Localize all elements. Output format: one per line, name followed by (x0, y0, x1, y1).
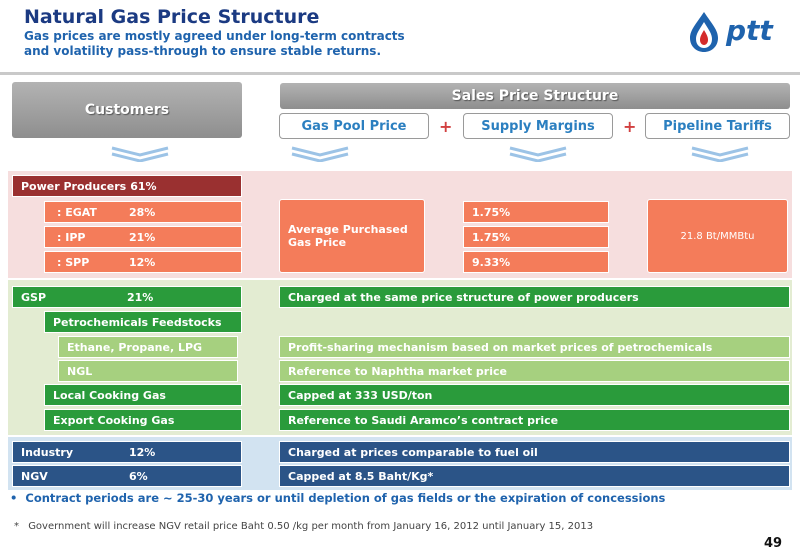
ngl-price: Reference to Naphtha market price (279, 360, 790, 382)
pipeline-tariff-value: 21.8 Bt/MMBtu (647, 199, 788, 273)
ngl: NGL (58, 360, 238, 382)
plus-sign-1: + (439, 117, 453, 136)
ngv-row: NGV 6% (12, 465, 242, 487)
egat-pct: 28% (129, 205, 156, 219)
contract-period-text: Contract periods are ~ 25-30 years or un… (25, 491, 666, 505)
subtitle-line-2: and volatility pass-through to ensure st… (24, 44, 381, 58)
egat-label: : EGAT (57, 205, 97, 219)
average-purchased-gas-price: Average Purchased Gas Price (279, 199, 425, 273)
ipp-row: : IPP 21% (44, 226, 242, 248)
header-divider (0, 72, 800, 75)
industry-pct: 12% (129, 445, 156, 459)
sales-price-structure-header: Sales Price Structure (280, 83, 790, 109)
margin-ipp: 1.75% (463, 226, 609, 248)
supply-margins-header: Supply Margins (463, 113, 613, 139)
margin-spp: 9.33% (463, 251, 609, 273)
ethane-propane-lpg: Ethane, Propane, LPG (58, 336, 238, 358)
page-title: Natural Gas Price Structure (24, 6, 320, 28)
contract-period-bullet: • Contract periods are ~ 25-30 years or … (10, 491, 665, 505)
plus-sign-2: + (623, 117, 637, 136)
ngv-pct: 6% (129, 469, 148, 483)
egat-row: : EGAT 28% (44, 201, 242, 223)
power-producers-label: Power Producers (21, 179, 127, 193)
industry-label: Industry (21, 445, 74, 459)
industry-price: Charged at prices comparable to fuel oil (279, 441, 790, 463)
pipeline-tariffs-header: Pipeline Tariffs (645, 113, 790, 139)
gsp-label: GSP (21, 290, 47, 304)
ngv-label: NGV (21, 469, 48, 483)
spp-pct: 12% (129, 255, 156, 269)
ethane-price: Profit-sharing mechanism based on market… (279, 336, 790, 358)
local-cooking-gas-price: Capped at 333 USD/ton (279, 384, 790, 406)
gsp-price: Charged at the same price structure of p… (279, 286, 790, 308)
page-subtitle: Gas prices are mostly agreed under long-… (24, 29, 405, 59)
petrochemicals-feedstocks: Petrochemicals Feedstocks (44, 311, 242, 333)
bullet-icon: • (10, 491, 18, 505)
chevron-down-icon (291, 146, 349, 162)
logo-text: ptt (726, 14, 773, 47)
footnote: * Government will increase NGV retail pr… (14, 521, 593, 532)
chevron-down-icon (691, 146, 749, 162)
gsp-row: GSP 21% (12, 286, 242, 308)
power-producers-pct: 61% (130, 179, 157, 193)
ngv-price: Capped at 8.5 Baht/Kg* (279, 465, 790, 487)
chevron-down-icon (509, 146, 567, 162)
spp-label: : SPP (57, 255, 90, 269)
export-cooking-gas-price: Reference to Saudi Aramco’s contract pri… (279, 409, 790, 431)
subtitle-line-1: Gas prices are mostly agreed under long-… (24, 29, 405, 43)
chevron-down-icon (111, 146, 169, 162)
gas-pool-line-2: Gas Price (288, 236, 347, 249)
ptt-logo: ptt (684, 10, 794, 54)
spp-row: : SPP 12% (44, 251, 242, 273)
gas-pool-line-1: Average Purchased (288, 223, 408, 236)
gas-pool-price-header: Gas Pool Price (279, 113, 429, 139)
ptt-flame-icon (690, 12, 718, 52)
ipp-label: : IPP (57, 230, 86, 244)
margin-egat: 1.75% (463, 201, 609, 223)
customers-header: Customers (12, 82, 242, 138)
export-cooking-gas: Export Cooking Gas (44, 409, 242, 431)
local-cooking-gas: Local Cooking Gas (44, 384, 242, 406)
footnote-text: Government will increase NGV retail pric… (28, 521, 594, 532)
ipp-pct: 21% (129, 230, 156, 244)
footnote-asterisk: * (14, 521, 19, 532)
power-producers-row: Power Producers 61% (12, 175, 242, 197)
page-number: 49 (764, 536, 783, 551)
gsp-pct: 21% (127, 290, 154, 304)
industry-row: Industry 12% (12, 441, 242, 463)
